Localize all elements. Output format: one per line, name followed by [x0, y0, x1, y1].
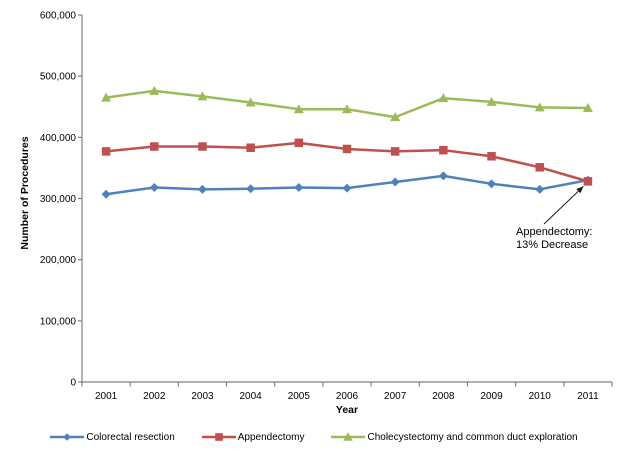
data-point-appendectomy-2007 — [390, 147, 400, 156]
data-point-colorectal-resection-2007 — [390, 177, 400, 187]
annotation-appendectomy-decrease: Appendectomy: 13% Decrease — [516, 226, 592, 251]
data-point-appendectomy-2005 — [294, 138, 304, 148]
y-tick-label: 600,000 — [40, 11, 77, 22]
x-tick-label: 2001 — [95, 391, 118, 402]
data-point-colorectal-resection-2006 — [342, 183, 352, 193]
legend-item-label: Appendectomy — [237, 431, 305, 443]
data-point-cholecystectomy-and-common-duct-exploration-2001 — [101, 92, 112, 102]
data-point-cholecystectomy-and-common-duct-exploration-2003 — [197, 91, 208, 101]
y-tick-label: 100,000 — [40, 316, 77, 327]
data-point-appendectomy-2001 — [101, 147, 111, 156]
x-tick-label: 2010 — [529, 391, 552, 402]
data-point-colorectal-resection-2004 — [246, 184, 256, 194]
data-point-colorectal-resection-2010 — [535, 184, 545, 194]
x-tick-label: 2009 — [480, 391, 503, 402]
data-point-cholecystectomy-and-common-duct-exploration-2006 — [342, 104, 352, 114]
legend-item-label: Cholecystectomy and common duct explorat… — [367, 431, 578, 443]
y-tick-label: 200,000 — [40, 255, 77, 266]
data-point-cholecystectomy-and-common-duct-exploration-2008 — [438, 93, 449, 103]
x-tick-label: 2004 — [240, 391, 263, 402]
data-point-appendectomy-2010 — [535, 163, 544, 172]
series-line-cholecystectomy-and-common-duct-exploration — [105, 89, 588, 119]
annotation-line1: Appendectomy: — [516, 226, 593, 238]
data-point-appendectomy-2004 — [246, 143, 255, 152]
y-tick-label: 0 — [70, 378, 76, 389]
data-point-colorectal-resection-2009 — [487, 179, 497, 189]
data-point-cholecystectomy-and-common-duct-exploration-2005 — [293, 104, 304, 114]
data-point-colorectal-resection-2002 — [149, 182, 159, 192]
data-point-cholecystectomy-and-common-duct-exploration-2011 — [582, 102, 593, 112]
data-point-appendectomy-2003 — [198, 142, 207, 151]
x-tick-label: 2005 — [288, 391, 311, 402]
legend-item-colorectal-resection: Colorectal resection — [50, 431, 175, 443]
legend: Colorectal resection Appendectomy Cholecys… — [0, 431, 628, 443]
y-tick-label: 500,000 — [40, 72, 77, 83]
data-point-cholecystectomy-and-common-duct-exploration-2002 — [149, 85, 160, 95]
x-tick-label: 2007 — [384, 391, 407, 402]
y-axis-title: Number of Procedures — [19, 136, 31, 250]
data-point-colorectal-resection-2001 — [101, 189, 111, 199]
x-tick-label: 2011 — [577, 391, 599, 402]
data-point-colorectal-resection-2005 — [294, 182, 304, 192]
data-point-colorectal-resection-2008 — [438, 171, 448, 181]
data-point-cholecystectomy-and-common-duct-exploration-2007 — [390, 112, 401, 122]
data-point-appendectomy-2009 — [487, 152, 496, 161]
legend-diamond-marker-icon — [50, 433, 85, 441]
annotation-arrow — [543, 186, 584, 225]
legend-triangle-marker-icon — [331, 432, 366, 441]
legend-square-marker-icon — [201, 433, 236, 441]
legend-marker — [343, 432, 354, 441]
data-point-colorectal-resection-2003 — [197, 184, 207, 194]
legend-marker — [214, 433, 223, 441]
x-tick-label: 2008 — [432, 391, 455, 402]
legend-marker — [63, 433, 72, 441]
data-point-appendectomy-2002 — [150, 142, 159, 151]
x-axis-title: Year — [335, 404, 359, 416]
data-point-appendectomy-2008 — [439, 145, 448, 155]
annotation-line2: 13% Decrease — [516, 238, 589, 251]
data-point-appendectomy-2011 — [583, 177, 593, 186]
x-tick-label: 2003 — [191, 391, 214, 402]
y-tick-label: 300,000 — [40, 194, 77, 205]
legend-item-cholecystectomy-and-common-duct-exploration: Cholecystectomy and common duct explorat… — [331, 431, 578, 443]
x-tick-label: 2002 — [143, 391, 166, 402]
y-tick-label: 400,000 — [40, 133, 77, 144]
data-point-cholecystectomy-and-common-duct-exploration-2009 — [486, 96, 497, 106]
x-tick-label: 2006 — [336, 391, 359, 402]
data-point-cholecystectomy-and-common-duct-exploration-2010 — [534, 102, 545, 112]
data-point-appendectomy-2006 — [342, 144, 352, 154]
legend-item-label: Colorectal resection — [86, 431, 175, 443]
legend-item-appendectomy: Appendectomy — [201, 431, 305, 443]
data-point-cholecystectomy-and-common-duct-exploration-2004 — [245, 97, 256, 107]
